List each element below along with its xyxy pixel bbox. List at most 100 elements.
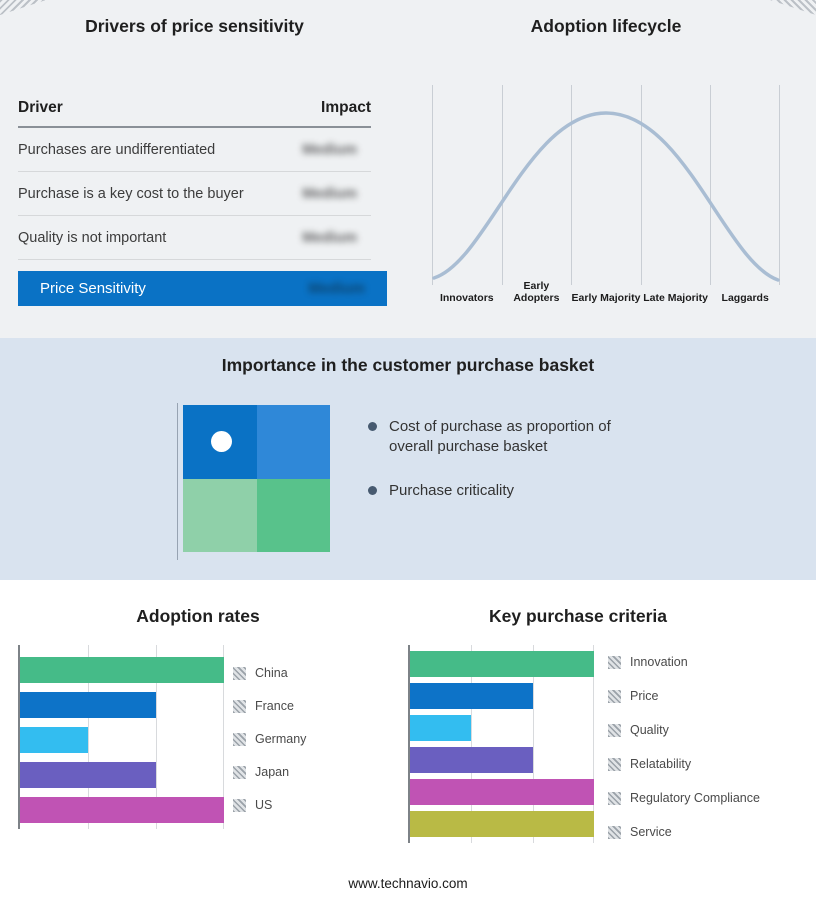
legend-label: US: [255, 798, 273, 812]
legend-swatch-hatched-icon: [608, 825, 621, 839]
bullet-text: Cost of purchase as proportion of overal…: [389, 418, 611, 455]
gridline: [710, 85, 712, 285]
price-sensitivity-summary-bar: Price Sensitivity Medium: [18, 271, 387, 306]
price-sensitivity-label: Price Sensitivity: [40, 280, 146, 297]
legend-item-china: China: [233, 666, 306, 680]
basket-panel-title: Importance in the customer purchase bask…: [221, 355, 595, 375]
legend-swatch-hatched-icon: [608, 689, 621, 703]
legend-item-service: Service: [608, 825, 760, 839]
basket-bullet-list: Cost of purchase as proportion of overal…: [368, 417, 648, 525]
legend-swatch-hatched-icon: [233, 732, 246, 746]
bar: [410, 683, 533, 709]
adoption-rates-title: Adoption rates: [136, 606, 260, 626]
bar: [20, 797, 224, 823]
stage-label: Early Adopters: [513, 279, 560, 304]
price-sensitivity-value-redacted: Medium: [308, 280, 365, 297]
position-marker-dot: [211, 431, 232, 452]
adoption-rates-chart: [18, 645, 224, 829]
bullet-item: Purchase criticality: [368, 481, 648, 501]
legend-swatch-hatched-icon: [608, 757, 621, 771]
legend-label: Japan: [255, 765, 290, 779]
legend-item-relatability: Relatability: [608, 757, 760, 771]
legend-swatch-hatched-icon: [233, 699, 246, 713]
bullet-dot-icon: [368, 422, 377, 431]
gridline: [501, 85, 503, 285]
quadrant-bottom-right: [257, 479, 330, 552]
key-purchase-criteria-title: Key purchase criteria: [488, 606, 667, 626]
middle-band-background: [0, 338, 816, 580]
gridline: [87, 645, 89, 829]
table-row: Purchase is a key cost to the buyer Medi…: [18, 172, 371, 216]
legend-label: Relatability: [630, 757, 692, 771]
legend-label: Quality: [630, 723, 669, 737]
legend-swatch-hatched-icon: [608, 791, 621, 805]
bar-row-france: [20, 692, 224, 718]
stage-label: Late Majority: [643, 291, 708, 304]
impact-cell-redacted: Medium: [302, 185, 357, 202]
bar-row-china: [20, 657, 224, 683]
gridline: [471, 645, 473, 843]
legend-label: Price: [630, 689, 659, 703]
legend-item-price: Price: [608, 689, 760, 703]
bar-row-japan: [20, 762, 224, 788]
legend-label: Service: [630, 825, 672, 839]
bar-row-innovation: [410, 651, 594, 677]
bullet-dot-icon: [368, 485, 377, 495]
bullet-item: Cost of purchase as proportion of overal…: [368, 417, 648, 457]
bar: [410, 779, 594, 805]
bar-row-quality: [410, 715, 594, 741]
legend-item-quality: Quality: [608, 723, 760, 737]
bar: [410, 747, 533, 773]
bar-row-us: [20, 797, 224, 823]
gridline: [779, 85, 780, 285]
gridline: [640, 85, 642, 285]
legend-label: Regulatory Compliance: [630, 791, 760, 805]
impact-cell-redacted: Medium: [302, 229, 357, 246]
bar-row-germany: [20, 727, 224, 753]
adoption-curve: [432, 111, 780, 282]
quadrant-axis-line: [177, 403, 178, 560]
impact-cell-redacted: Medium: [302, 141, 357, 158]
legend-item-us: US: [233, 798, 306, 812]
quadrant-bottom-left: [183, 479, 257, 552]
legend-swatch-hatched-icon: [233, 765, 246, 779]
driver-column-header: Driver: [18, 99, 63, 116]
lifecycle-stage-labels: Innovators Early Adopters Early Majority…: [432, 277, 780, 304]
legend-swatch-hatched-icon: [608, 655, 621, 669]
stage-label: Innovators: [439, 291, 494, 304]
legend-item-japan: Japan: [233, 765, 306, 779]
drivers-panel-title: Drivers of price sensitivity: [85, 16, 304, 36]
bar: [20, 657, 224, 683]
legend-label: Germany: [255, 732, 307, 746]
purchase-basket-quadrant: [183, 405, 330, 552]
bar: [20, 762, 156, 788]
drivers-table: Driver Impact Purchases are undifferenti…: [18, 95, 371, 260]
lifecycle-panel-title: Adoption lifecycle: [530, 16, 682, 36]
gridline: [223, 645, 224, 829]
key-purchase-criteria-chart: [408, 645, 594, 843]
gridline: [432, 85, 433, 285]
adoption-lifecycle-chart: [432, 85, 780, 285]
bar-row-service: [410, 811, 594, 837]
bar: [410, 715, 472, 741]
legend-label: China: [255, 666, 288, 680]
legend-item-france: France: [233, 699, 306, 713]
driver-cell: Purchase is a key cost to the buyer: [18, 185, 244, 202]
impact-column-header: Impact: [321, 99, 371, 116]
bar: [20, 727, 88, 753]
legend-item-germany: Germany: [233, 732, 306, 746]
driver-cell: Purchases are undifferentiated: [18, 141, 216, 158]
drivers-table-header: Driver Impact: [18, 95, 371, 128]
bar-row-relatability: [410, 747, 594, 773]
table-row: Quality is not important Medium: [18, 216, 371, 260]
key-purchase-criteria-bars: [410, 645, 594, 837]
gridline: [156, 645, 157, 829]
bar: [20, 692, 156, 718]
legend-swatch-hatched-icon: [608, 723, 621, 737]
legend-swatch-hatched-icon: [233, 666, 246, 680]
adoption-rates-legend: China France Germany Japan US: [233, 666, 306, 812]
adoption-curve-path: [432, 111, 780, 282]
adoption-rates-bars: [20, 645, 224, 823]
driver-cell: Quality is not important: [18, 229, 167, 246]
